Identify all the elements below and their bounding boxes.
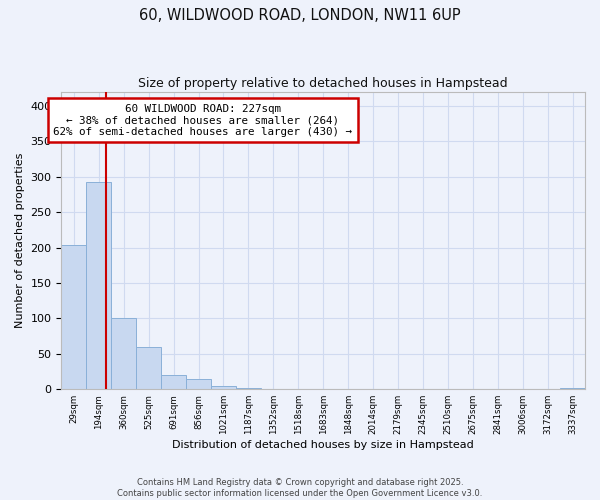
Bar xyxy=(186,380,211,389)
Text: Contains HM Land Registry data © Crown copyright and database right 2025.
Contai: Contains HM Land Registry data © Crown c… xyxy=(118,478,482,498)
Bar xyxy=(136,346,161,389)
Bar xyxy=(61,246,86,389)
X-axis label: Distribution of detached houses by size in Hampstead: Distribution of detached houses by size … xyxy=(172,440,474,450)
Bar xyxy=(236,388,261,389)
Text: 60 WILDWOOD ROAD: 227sqm
← 38% of detached houses are smaller (264)
62% of semi-: 60 WILDWOOD ROAD: 227sqm ← 38% of detach… xyxy=(53,104,352,137)
Title: Size of property relative to detached houses in Hampstead: Size of property relative to detached ho… xyxy=(139,78,508,90)
Bar xyxy=(111,318,136,389)
Bar xyxy=(161,375,186,389)
Bar xyxy=(211,386,236,389)
Text: 60, WILDWOOD ROAD, LONDON, NW11 6UP: 60, WILDWOOD ROAD, LONDON, NW11 6UP xyxy=(139,8,461,22)
Bar xyxy=(560,388,585,389)
Bar xyxy=(86,182,111,389)
Y-axis label: Number of detached properties: Number of detached properties xyxy=(15,153,25,328)
